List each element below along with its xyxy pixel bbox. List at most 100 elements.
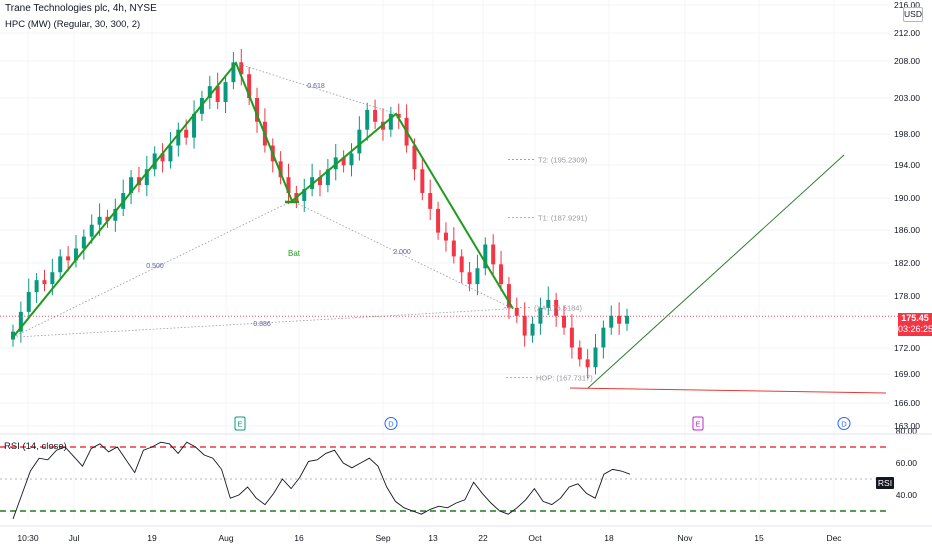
event-letter: D bbox=[841, 420, 847, 429]
ratio-label: 2.000 bbox=[393, 249, 411, 256]
last-price-tag: 175.45 bbox=[898, 313, 932, 324]
candle-body bbox=[562, 315, 567, 328]
candle-body bbox=[318, 177, 322, 186]
candle-body bbox=[18, 311, 23, 332]
candle-body bbox=[302, 189, 307, 201]
level-label: (XA 176.5184) bbox=[534, 304, 582, 313]
candle bbox=[514, 297, 519, 323]
price-tick-label: 203.00 bbox=[894, 93, 920, 103]
price-tick-label: 169.00 bbox=[894, 369, 920, 379]
time-tick-label: 22 bbox=[478, 533, 488, 543]
candle bbox=[144, 155, 149, 197]
candle bbox=[396, 103, 401, 129]
candle-body bbox=[522, 315, 527, 336]
ratio-label: 0.618 bbox=[307, 83, 325, 90]
candle-body bbox=[89, 224, 94, 237]
candle-body bbox=[247, 74, 252, 98]
indicator-title[interactable]: HPC (MW) (Regular, 30, 300, 2) bbox=[5, 19, 141, 30]
ratio-connector bbox=[291, 200, 514, 310]
time-tick-label: Nov bbox=[677, 533, 693, 543]
candle-body bbox=[388, 113, 393, 130]
rsi-title[interactable]: RSI (14, close) bbox=[4, 441, 67, 452]
candle bbox=[66, 246, 71, 272]
time-tick-label: Jul bbox=[69, 533, 80, 543]
candle bbox=[192, 100, 197, 149]
candle bbox=[81, 229, 86, 260]
candle-body bbox=[278, 161, 283, 178]
price-tick-label: 166.00 bbox=[894, 398, 920, 408]
candle bbox=[522, 302, 527, 347]
candle-body bbox=[499, 264, 504, 285]
candle-body bbox=[365, 109, 370, 130]
candle-body bbox=[577, 347, 582, 360]
price-tick-label: 216.00 bbox=[894, 0, 920, 10]
candle bbox=[42, 269, 47, 292]
candle bbox=[420, 158, 425, 201]
candle bbox=[129, 170, 134, 205]
currency-badge[interactable]: USD bbox=[903, 7, 923, 22]
candle-body bbox=[569, 327, 574, 348]
candle bbox=[428, 179, 433, 220]
candle-body bbox=[97, 216, 102, 225]
candle bbox=[152, 146, 157, 177]
candle-body bbox=[239, 62, 244, 75]
candle bbox=[278, 151, 283, 185]
candle-body bbox=[223, 82, 228, 102]
candle bbox=[601, 320, 606, 359]
candle bbox=[325, 158, 330, 193]
event-marker-dividend: D bbox=[837, 417, 851, 430]
time-tick-label: 13 bbox=[428, 533, 438, 543]
candle bbox=[168, 132, 173, 169]
price-axis: 216.00 212.00 208.00 203.00 198.00 194.00 190.… bbox=[0, 0, 932, 527]
candle-body bbox=[436, 208, 441, 233]
time-tick-label: Dec bbox=[826, 533, 842, 543]
candle-body bbox=[215, 86, 220, 102]
ratio-label: 0.500 bbox=[146, 263, 164, 270]
candle bbox=[160, 143, 165, 173]
candle-body bbox=[412, 145, 417, 170]
candle bbox=[436, 201, 441, 240]
candle-body bbox=[617, 315, 622, 324]
price-tick-label: 178.00 bbox=[894, 291, 920, 301]
time-tick-label: 10:30 bbox=[17, 533, 39, 543]
candle-body bbox=[66, 256, 71, 261]
candle-body bbox=[554, 299, 559, 316]
candle bbox=[388, 106, 393, 137]
candle bbox=[239, 48, 244, 86]
candle-body bbox=[113, 208, 118, 221]
event-marker-dividend: D bbox=[384, 417, 398, 430]
event-badge bbox=[692, 416, 704, 431]
event-marker-earnings-upcoming: E bbox=[692, 416, 704, 431]
candle-body bbox=[349, 153, 354, 166]
price-tick-label: 194.00 bbox=[894, 160, 920, 170]
candle bbox=[255, 87, 260, 133]
rsi-tick-label: 40.00 bbox=[896, 490, 918, 500]
candle-body bbox=[58, 256, 63, 273]
candle bbox=[318, 170, 322, 197]
candle-body bbox=[593, 347, 598, 368]
candle bbox=[207, 75, 212, 110]
candle-body bbox=[420, 169, 425, 194]
event-badge bbox=[384, 417, 398, 430]
candle-body bbox=[546, 299, 551, 308]
candle bbox=[310, 163, 315, 197]
level-label: HOP: (167.7317) bbox=[536, 373, 593, 382]
price-tick-label: 198.00 bbox=[894, 129, 920, 139]
rsi-value-tag: RSI bbox=[876, 477, 894, 489]
candle bbox=[341, 150, 346, 173]
candle bbox=[475, 254, 480, 296]
candle bbox=[467, 261, 472, 292]
candle-body bbox=[609, 315, 614, 328]
time-tick-label: 16 bbox=[294, 533, 304, 543]
candle-body bbox=[373, 109, 378, 122]
time-tick-label: Sep bbox=[375, 533, 390, 543]
candle-body bbox=[514, 307, 519, 316]
price-tick-label: 186.00 bbox=[894, 225, 920, 235]
symbol-title[interactable]: Trane Technologies plc, 4h, NYSE bbox=[5, 3, 157, 14]
candle-body bbox=[506, 284, 511, 308]
time-axis: 10:30 Jul 19 Aug 16 Sep 13 22 Oct 18 Nov 15 Dec bbox=[17, 533, 842, 543]
candle-body bbox=[286, 177, 291, 194]
